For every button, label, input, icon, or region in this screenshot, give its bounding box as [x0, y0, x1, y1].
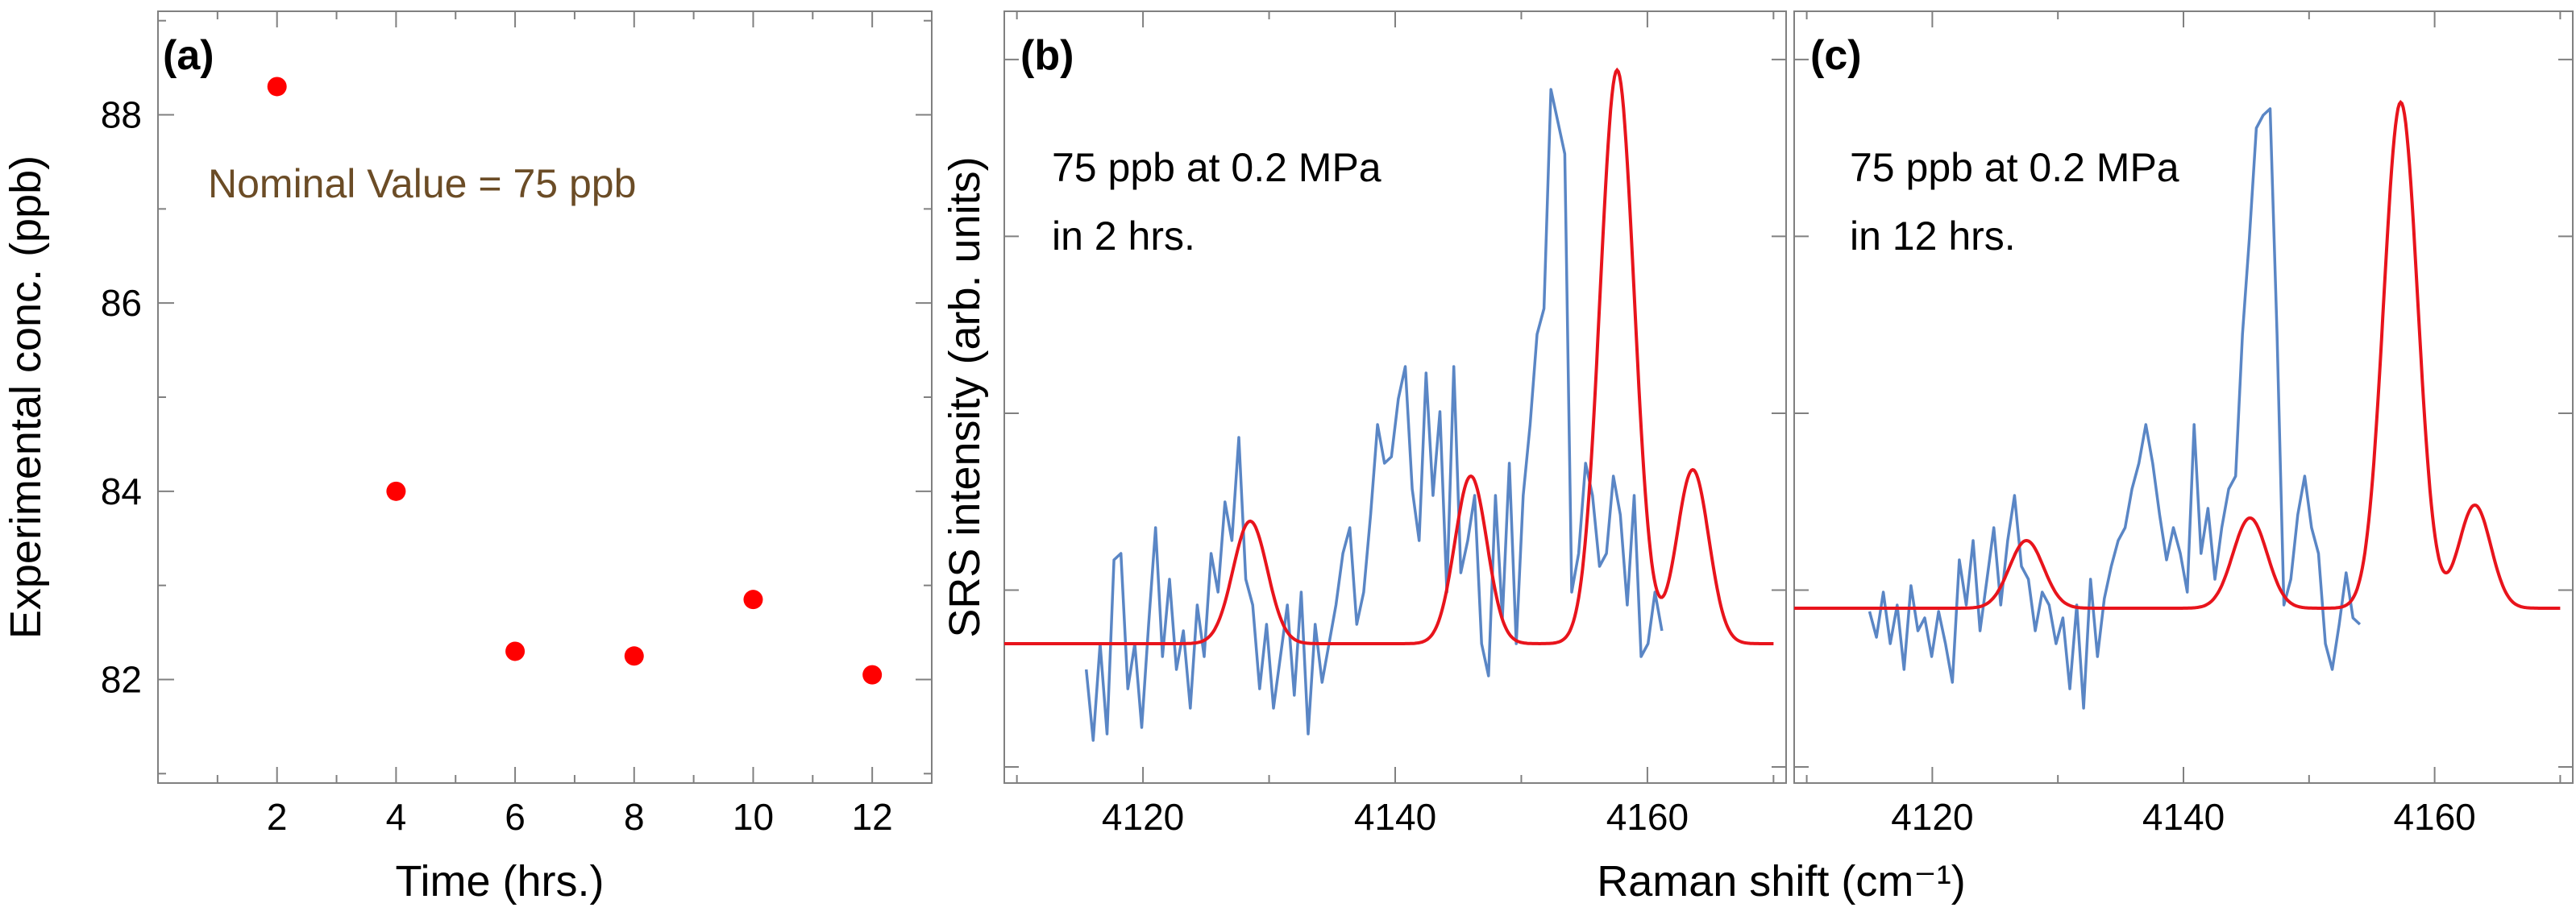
panel-c-annotation-line-2: in 12 hrs. [1850, 213, 2016, 259]
panel-c-fit-line [1794, 100, 2561, 610]
data-point [624, 646, 644, 666]
panel-b-measured-line [1084, 88, 1664, 742]
y-tick-label: 84 [101, 470, 142, 512]
data-point [267, 77, 287, 97]
panel-b-x-ticks: 4120 4140 4160 [1016, 11, 1775, 838]
y-tick-label: 86 [101, 282, 142, 324]
x-tick-label: 4140 [1354, 796, 1436, 838]
panel-b-y-axis-label: SRS intensity (arb. units) [941, 156, 989, 637]
panel-c: 4120 4140 4160 (c) 75 ppb at 0.2 MPa in 12… [1793, 10, 2574, 838]
panel-b-fit-line [1004, 67, 1774, 645]
shared-x-axis-label: Raman shift (cm⁻¹) [1597, 857, 1966, 905]
panel-b-annotation-line-1: 75 ppb at 0.2 MPa [1052, 145, 1381, 190]
panel-a-points [267, 77, 883, 685]
panel-c-y-ticks [1794, 58, 2573, 768]
data-point [505, 641, 526, 661]
panel-c-measured-line [1868, 107, 2362, 710]
panel-b-frame [1003, 10, 1787, 784]
panel-a-x-ticks: 2 4 6 8 10 12 [216, 11, 893, 838]
x-tick-label: 8 [624, 796, 645, 838]
y-tick-label: 82 [101, 658, 142, 700]
x-tick-label: 6 [505, 796, 526, 838]
panel-a-y-ticks: 82 84 86 88 [101, 19, 932, 775]
x-tick-label: 4120 [1891, 796, 1973, 838]
x-tick-label: 4120 [1102, 796, 1184, 838]
nominal-value-annotation: Nominal Value = 75 ppb [208, 161, 636, 206]
panel-a-label: (a) [163, 32, 214, 79]
panel-a: 82 84 86 88 2 4 6 8 10 12 (a) Nominal Value = 75… [2, 10, 933, 905]
panel-b: 4120 4140 4160 (b) 75 ppb at 0.2 MPa in 2 … [941, 10, 1787, 838]
x-tick-label: 4 [386, 796, 407, 838]
panel-c-label: (c) [1810, 32, 1862, 79]
x-tick-label: 4160 [2393, 796, 2475, 838]
data-point [386, 481, 406, 501]
panel-b-y-ticks [1004, 58, 1786, 768]
panel-b-annotation-line-2: in 2 hrs. [1052, 213, 1195, 259]
data-point [862, 665, 883, 685]
panel-a-frame [157, 10, 933, 784]
x-tick-label: 10 [733, 796, 774, 838]
panel-c-frame [1793, 10, 2574, 784]
x-tick-label: 4160 [1606, 796, 1689, 838]
panel-c-x-ticks: 4120 4140 4160 [1805, 11, 2561, 838]
x-tick-label: 2 [267, 796, 288, 838]
x-tick-label: 12 [852, 796, 893, 838]
panel-c-annotation-line-1: 75 ppb at 0.2 MPa [1850, 145, 2179, 190]
y-tick-label: 88 [101, 94, 142, 136]
data-point [743, 590, 763, 610]
panel-a-x-axis-label: Time (hrs.) [396, 857, 605, 905]
panel-a-y-axis-label: Experimental conc. (ppb) [2, 155, 50, 639]
panel-b-label: (b) [1020, 32, 1074, 79]
x-tick-label: 4140 [2142, 796, 2225, 838]
